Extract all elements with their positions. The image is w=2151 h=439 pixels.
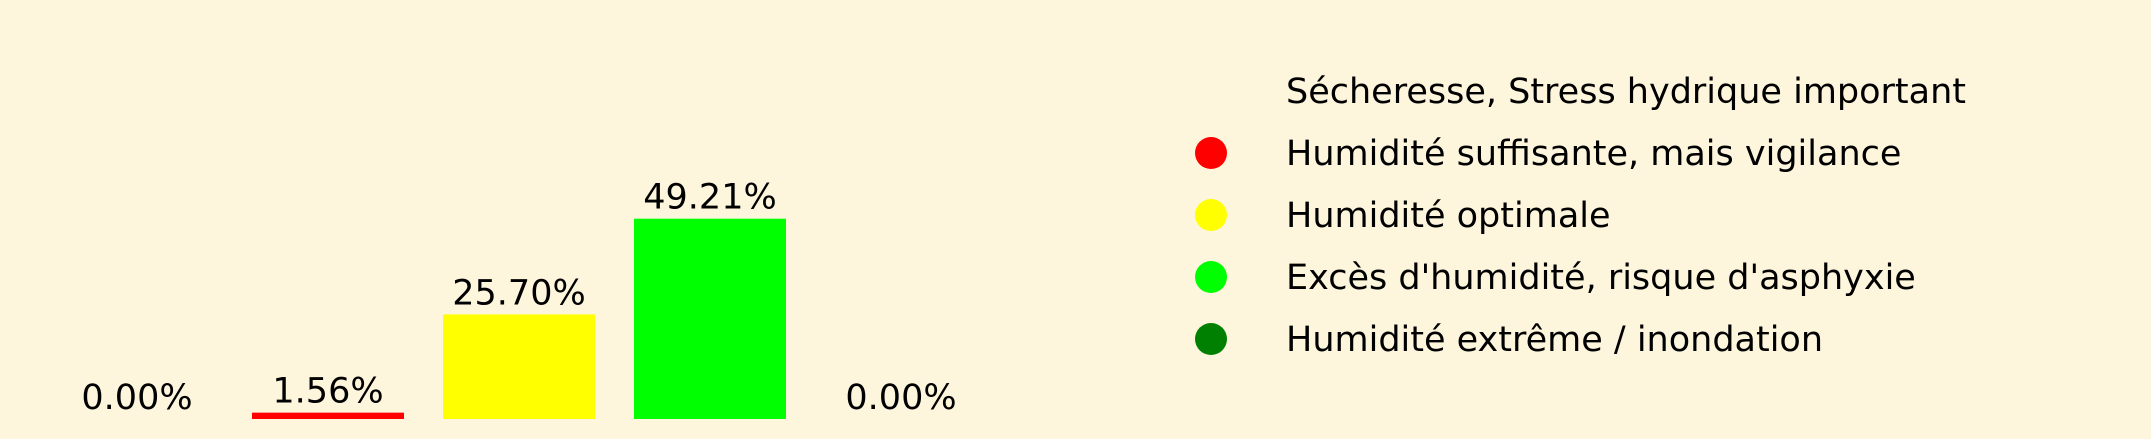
value-label-2: 25.70%: [452, 273, 585, 313]
value-label-4: 0.00%: [845, 378, 956, 418]
legend-label-0: Sécheresse, Stress hydrique important: [1286, 72, 1966, 112]
bar-2: [443, 314, 595, 419]
legend-label-4: Humidité extrême / inondation: [1286, 320, 1823, 360]
legend-marker-0: [1195, 75, 1227, 107]
legend-label-2: Humidité optimale: [1286, 196, 1611, 236]
legend: Sécheresse, Stress hydrique important Hum…: [1195, 72, 1966, 360]
value-label-3: 49.21%: [643, 178, 776, 218]
legend-marker-2: [1195, 199, 1227, 231]
legend-marker-3: [1195, 261, 1227, 293]
bar-3: [634, 218, 786, 419]
value-label-0: 0.00%: [81, 378, 192, 418]
legend-marker-1: [1195, 137, 1227, 169]
legend-label-3: Excès d'humidité, risque d'asphyxie: [1286, 258, 1916, 298]
bar-1: [252, 412, 404, 419]
legend-marker-4: [1195, 323, 1227, 355]
legend-label-1: Humidité suffisante, mais vigilance: [1286, 134, 1901, 174]
value-label-1: 1.56%: [272, 372, 383, 412]
value-labels-layer: 0.00% 1.56% 25.70% 49.21% 0.00%: [81, 178, 956, 418]
bars-layer: [252, 218, 786, 419]
